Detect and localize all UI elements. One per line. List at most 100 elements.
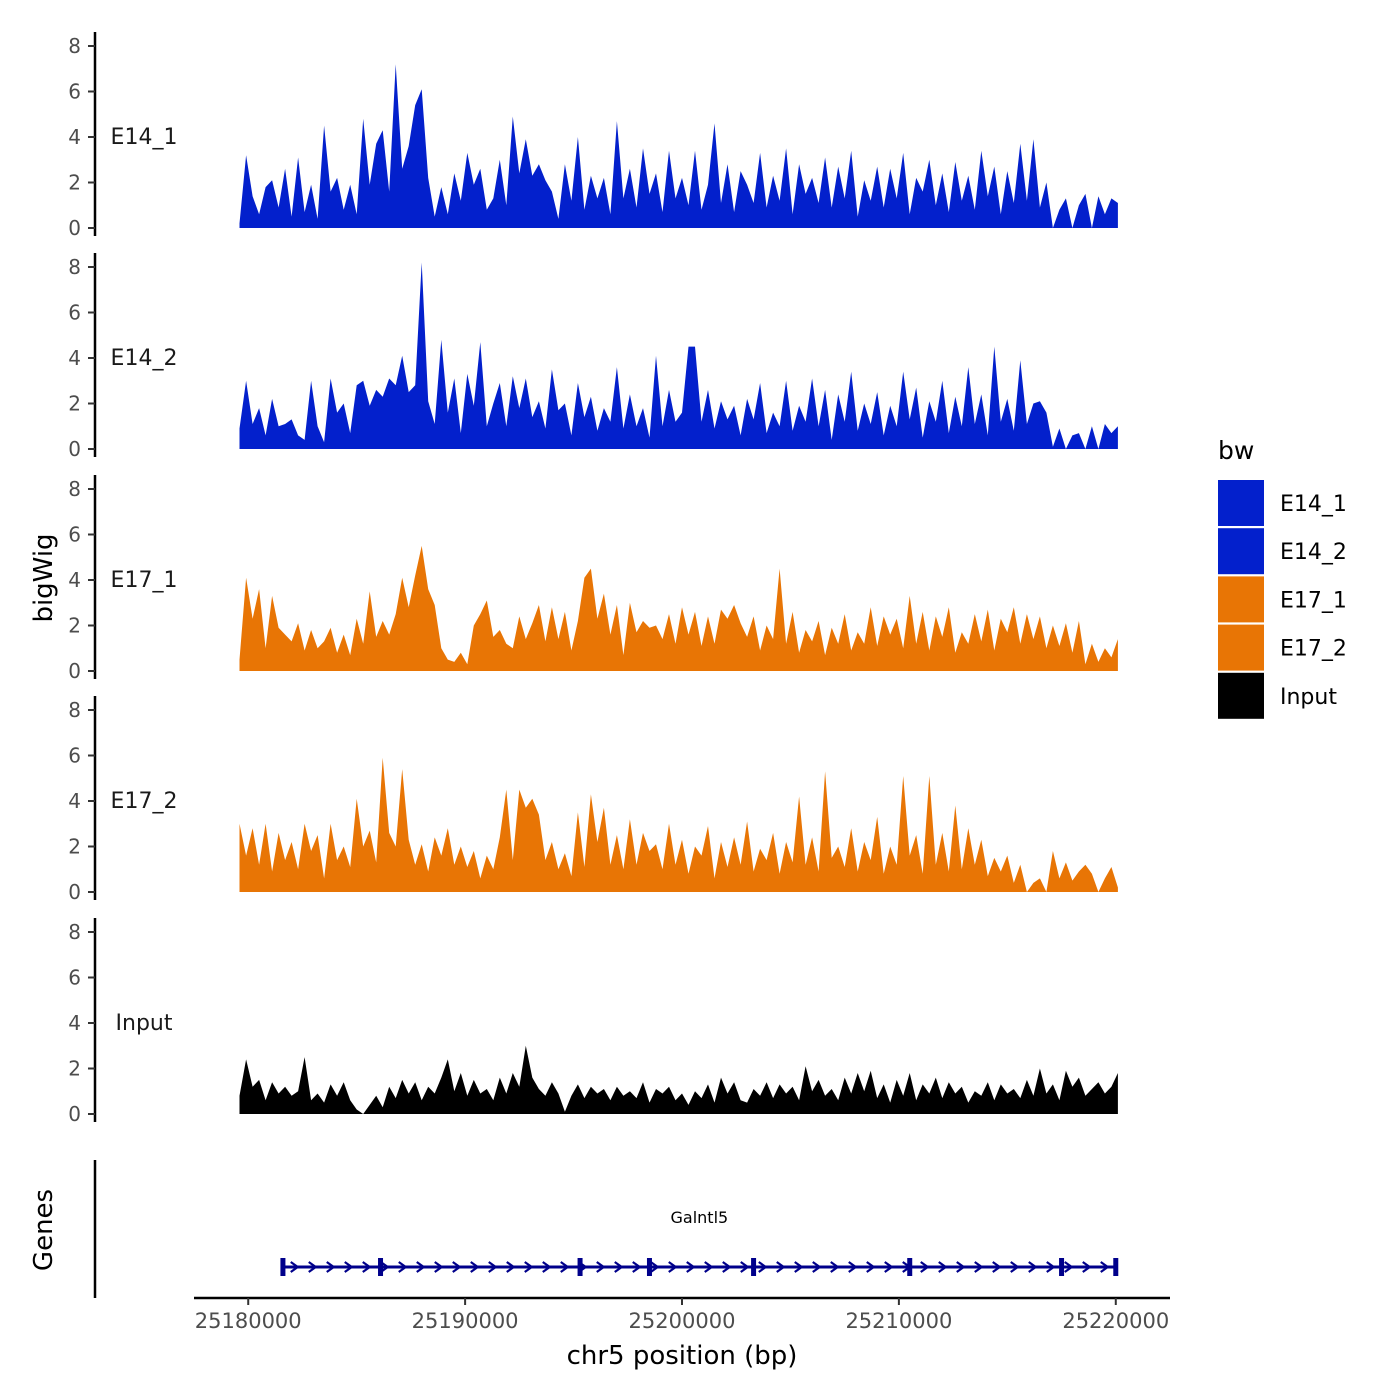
legend-label: E17_1	[1280, 588, 1347, 613]
track-panel-Input: 0 2 4 6 8 Input	[68, 918, 1118, 1126]
y-tick-label: 8	[68, 255, 81, 279]
strand-arrow	[722, 1261, 732, 1273]
exon-mark	[1059, 1258, 1065, 1276]
signal-area-E17_1	[239, 545, 1118, 671]
legend-swatch	[1218, 528, 1264, 575]
y-tick-label: 0	[68, 1102, 81, 1126]
y-tick-label: 6	[68, 301, 81, 325]
y-tick-label: 2	[68, 1057, 81, 1081]
y-tick-label: 6	[68, 80, 81, 104]
x-tick-label: 25220000	[1062, 1309, 1169, 1333]
y-tick-label: 4	[68, 568, 81, 592]
strand-arrow	[848, 1261, 858, 1273]
y-tick-label: 6	[68, 966, 81, 990]
x-tick-label: 25180000	[195, 1309, 302, 1333]
track-panel-E17_2: 0 2 4 6 8 E17_2	[68, 696, 1118, 904]
strand-arrow	[470, 1261, 480, 1273]
exon-mark	[1113, 1258, 1119, 1276]
legend-swatch	[1218, 624, 1264, 671]
strand-arrow	[938, 1261, 948, 1273]
strand-arrow	[596, 1261, 606, 1273]
strand-arrow	[866, 1261, 876, 1273]
y-tick-label: 2	[68, 171, 81, 195]
strand-arrow	[758, 1261, 768, 1273]
track-label: E14_1	[111, 125, 178, 150]
strand-arrow	[686, 1261, 696, 1273]
track-panel-E14_1: 0 2 4 6 8 E14_1	[68, 32, 1118, 240]
signal-area-E17_2	[239, 757, 1118, 892]
strand-arrow	[632, 1261, 642, 1273]
strand-arrow	[1028, 1261, 1038, 1273]
signal-panels: 0 2 4 6 8 E14_1 0 2 4 6 8 E14_2 0 2 4 6 8 E17_1 0 2 4 6 8 E17_2…	[68, 32, 1118, 1126]
legend-label: E14_1	[1280, 492, 1347, 517]
y-tick-label: 8	[68, 920, 81, 944]
gene-track: Galntl5	[93, 1160, 1119, 1298]
signal-area-E14_1	[239, 64, 1118, 228]
legend-swatch	[1218, 480, 1264, 526]
y-tick-label: 2	[68, 392, 81, 416]
y-tick-label: 4	[68, 125, 81, 149]
strand-arrow	[1082, 1261, 1092, 1273]
strand-arrow	[560, 1261, 570, 1273]
y-axis-label: bigWig	[29, 533, 59, 622]
exon-mark	[751, 1258, 757, 1276]
strand-arrow	[974, 1261, 984, 1273]
strand-arrow	[776, 1261, 786, 1273]
x-tick-label: 25190000	[412, 1309, 519, 1333]
strand-arrow	[416, 1261, 426, 1273]
strand-arrow	[524, 1261, 534, 1273]
legend-title: bw	[1218, 436, 1254, 465]
strand-arrow	[326, 1261, 336, 1273]
track-label: E17_1	[111, 568, 178, 593]
strand-arrow	[1010, 1261, 1020, 1273]
strand-arrow	[398, 1261, 408, 1273]
y-tick-label: 8	[68, 34, 81, 58]
strand-arrow	[1100, 1261, 1110, 1273]
strand-arrow	[956, 1261, 966, 1273]
strand-arrow	[740, 1261, 750, 1273]
y-tick-label: 0	[68, 659, 81, 683]
genes-axis-label: Genes	[29, 1189, 59, 1271]
track-panel-E17_1: 0 2 4 6 8 E17_1	[68, 475, 1118, 683]
legend-label: Input	[1280, 685, 1337, 710]
x-axis: 25180000 25190000 25200000 25210000 25220000	[194, 1296, 1170, 1333]
x-tick-label: 25200000	[629, 1309, 736, 1333]
y-tick-label: 0	[68, 880, 81, 904]
legend: bw E14_1 E14_2 E17_1 E17_2 Input	[1218, 436, 1347, 719]
legend-swatch	[1218, 576, 1264, 623]
x-axis-label: chr5 position (bp)	[567, 1341, 798, 1371]
x-tick-label: 25210000	[845, 1309, 952, 1333]
strand-arrow	[992, 1261, 1002, 1273]
legend-label: E17_2	[1280, 637, 1347, 662]
strand-arrow	[668, 1261, 678, 1273]
track-label: E14_2	[111, 346, 178, 371]
strand-arrow	[704, 1261, 714, 1273]
y-tick-label: 2	[68, 835, 81, 859]
strand-arrow	[794, 1261, 804, 1273]
strand-arrow	[920, 1261, 930, 1273]
strand-arrow	[434, 1261, 444, 1273]
strand-arrow	[884, 1261, 894, 1273]
strand-arrow	[506, 1261, 516, 1273]
exon-mark	[577, 1258, 583, 1276]
track-label: E17_2	[111, 789, 178, 814]
strand-arrow	[380, 1261, 390, 1273]
strand-arrow	[1046, 1261, 1056, 1273]
strand-arrow	[830, 1261, 840, 1273]
y-tick-label: 2	[68, 614, 81, 638]
strand-arrow	[614, 1261, 624, 1273]
y-tick-label: 4	[68, 1011, 81, 1035]
strand-arrow	[362, 1261, 372, 1273]
strand-arrow	[344, 1261, 354, 1273]
y-tick-label: 8	[68, 698, 81, 722]
y-tick-label: 4	[68, 789, 81, 813]
y-tick-label: 6	[68, 523, 81, 547]
strand-arrow	[542, 1261, 552, 1273]
legend-label: E14_2	[1280, 540, 1347, 565]
track-label: Input	[116, 1011, 173, 1036]
strand-arrow	[488, 1261, 498, 1273]
strand-arrow	[650, 1261, 660, 1273]
y-tick-label: 8	[68, 477, 81, 501]
signal-area-E14_2	[239, 262, 1118, 449]
